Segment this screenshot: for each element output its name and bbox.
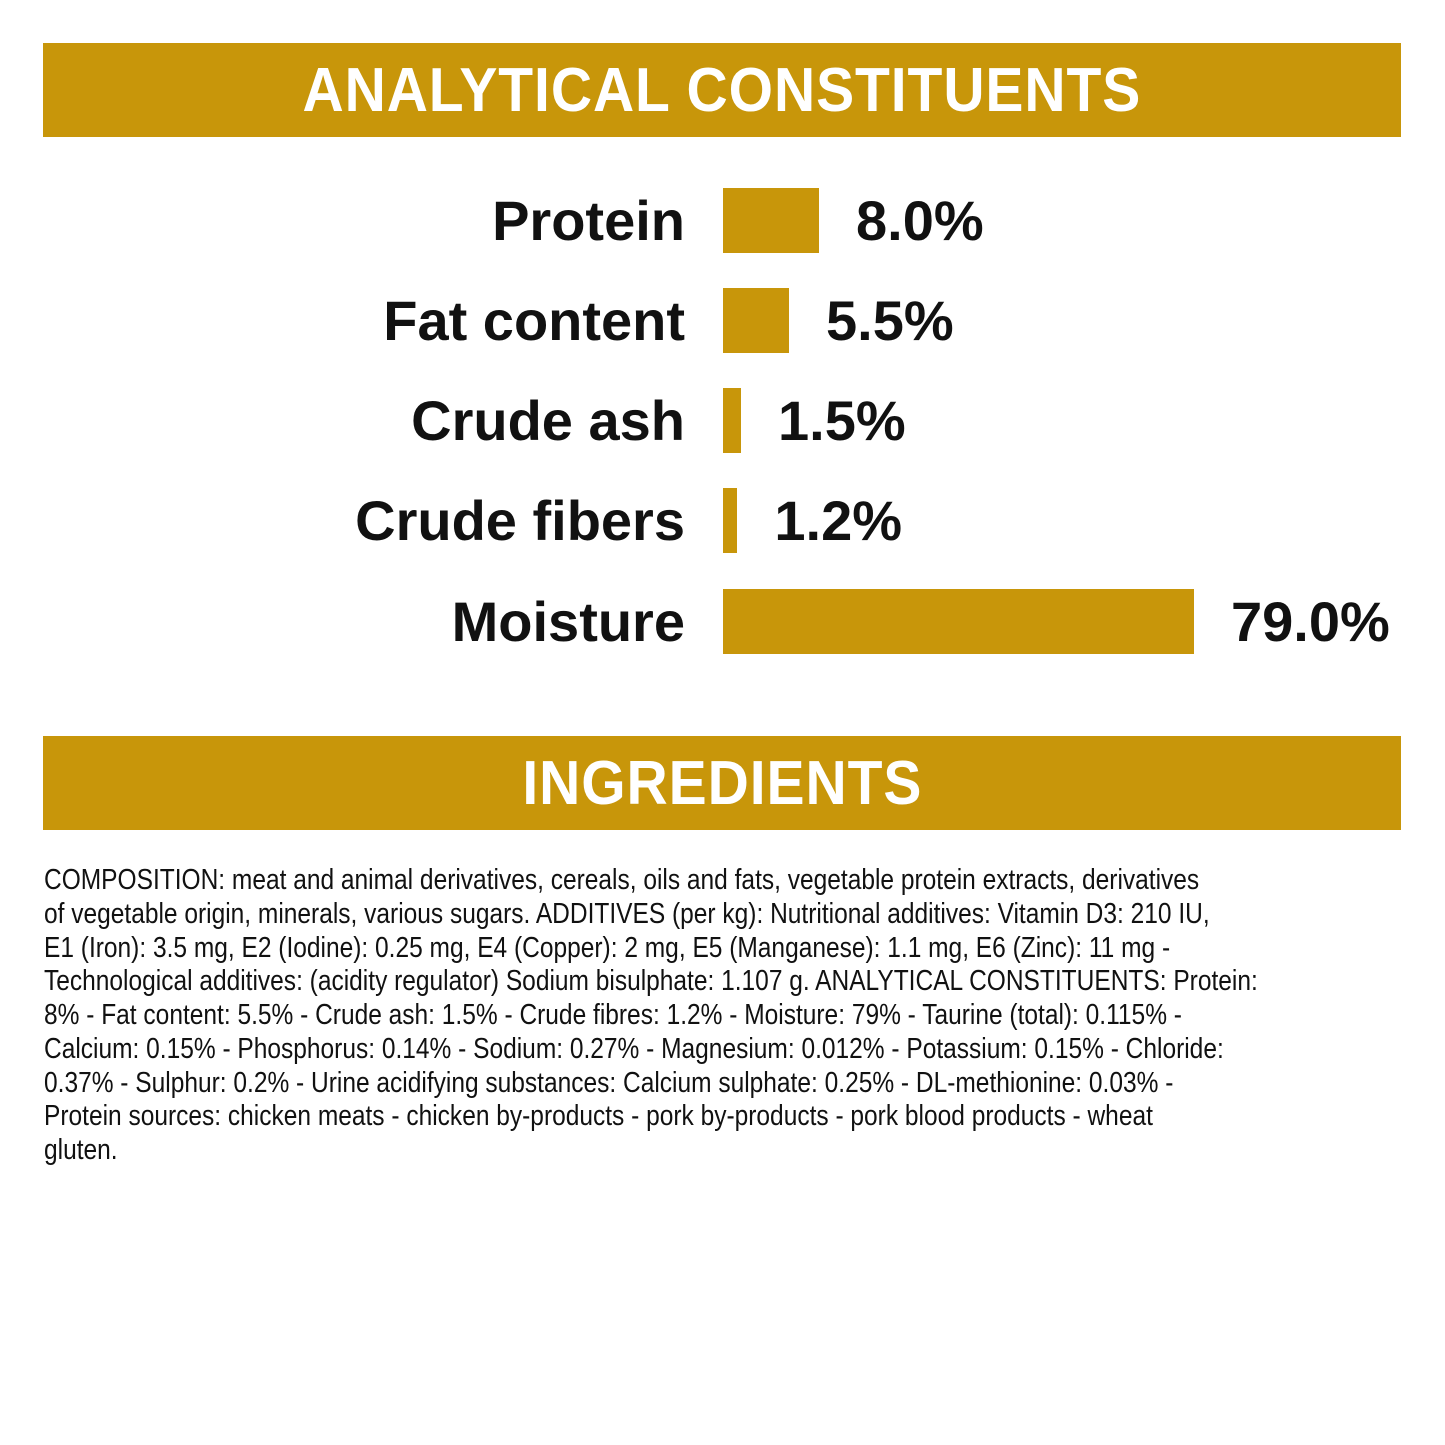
- ingredients-line: Protein sources: chicken meats - chicken…: [44, 1100, 1153, 1133]
- ingredients-line: E1 (Iron): 3.5 mg, E2 (Iodine): 0.25 mg,…: [44, 931, 1171, 964]
- ingredients-line: of vegetable origin, minerals, various s…: [44, 897, 1210, 930]
- bar-row: Fat content 5.5%: [0, 288, 1445, 354]
- bar-row: Crude ash 1.5%: [0, 388, 1445, 454]
- bar: [723, 488, 738, 553]
- bar: [723, 388, 741, 453]
- bar-label: Moisture: [451, 590, 685, 653]
- analytical-constituents-title: ANALYTICAL CONSTITUENTS: [302, 55, 1142, 125]
- bar-value-label: 8.0%: [856, 189, 984, 252]
- bar-value-label: 5.5%: [826, 289, 954, 352]
- ingredients-line: COMPOSITION: meat and animal derivatives…: [44, 864, 1200, 896]
- bar-row: Protein 8.0%: [0, 188, 1445, 254]
- bar-label: Crude ash: [411, 389, 685, 452]
- analytical-constituents-header: ANALYTICAL CONSTITUENTS: [43, 43, 1401, 137]
- ingredients-header: INGREDIENTS: [43, 736, 1401, 830]
- ingredients-text: COMPOSITION: meat and animal derivatives…: [44, 864, 1444, 1168]
- bar-label: Protein: [492, 189, 685, 252]
- ingredients-line: Calcium: 0.15% - Phosphorus: 0.14% - Sod…: [44, 1032, 1224, 1065]
- bar-label: Crude fibers: [355, 489, 685, 552]
- bar-value-label: 1.5%: [778, 389, 906, 452]
- bar: [723, 188, 819, 253]
- bar-label: Fat content: [383, 289, 685, 352]
- ingredients-line: 8% - Fat content: 5.5% - Crude ash: 1.5%…: [44, 999, 1182, 1031]
- bar-value-label: 1.2%: [774, 489, 903, 552]
- bar-row: Moisture 79.0%: [0, 589, 1445, 655]
- ingredients-line: gluten.: [44, 1134, 118, 1166]
- ingredients-title: INGREDIENTS: [522, 748, 922, 818]
- ingredients-line: 0.37% - Sulphur: 0.2% - Urine acidifying…: [44, 1066, 1174, 1099]
- bar-row: Crude fibers 1.2%: [0, 488, 1445, 554]
- ingredients-line: Technological additives: (acidity regula…: [44, 965, 1258, 998]
- bar: [723, 288, 789, 353]
- bar-value-label: 79.0%: [1231, 590, 1390, 653]
- bar: [723, 589, 1194, 654]
